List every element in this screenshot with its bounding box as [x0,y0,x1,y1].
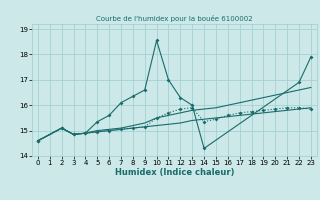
Title: Courbe de l'humidex pour la bouée 6100002: Courbe de l'humidex pour la bouée 610000… [96,15,253,22]
X-axis label: Humidex (Indice chaleur): Humidex (Indice chaleur) [115,168,234,177]
